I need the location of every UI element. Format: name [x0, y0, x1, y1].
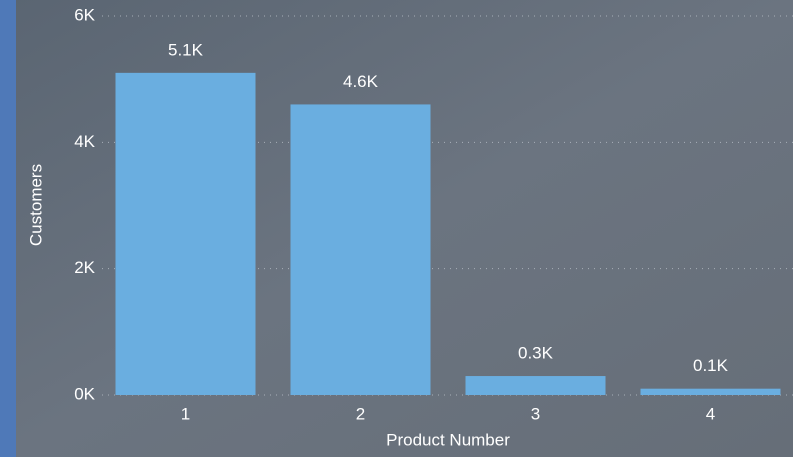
x-tick-label: 2	[356, 404, 365, 423]
value-label: 0.1K	[693, 356, 729, 375]
x-tick-label: 3	[531, 404, 540, 423]
value-label: 0.3K	[518, 344, 554, 363]
side-strip	[0, 0, 16, 457]
y-axis-title: Customers	[26, 164, 45, 246]
y-tick-label: 2K	[74, 258, 95, 277]
y-tick-label: 6K	[74, 5, 95, 24]
bar	[290, 104, 431, 395]
x-tick-label: 1	[181, 404, 190, 423]
bar	[465, 376, 606, 395]
x-tick-label: 4	[706, 404, 715, 423]
x-axis-title: Product Number	[386, 430, 510, 449]
bar	[115, 72, 256, 395]
y-tick-label: 4K	[74, 132, 95, 151]
y-tick-label: 0K	[74, 384, 95, 403]
bar	[640, 388, 781, 395]
value-label: 4.6K	[343, 72, 379, 91]
value-label: 5.1K	[168, 40, 204, 59]
